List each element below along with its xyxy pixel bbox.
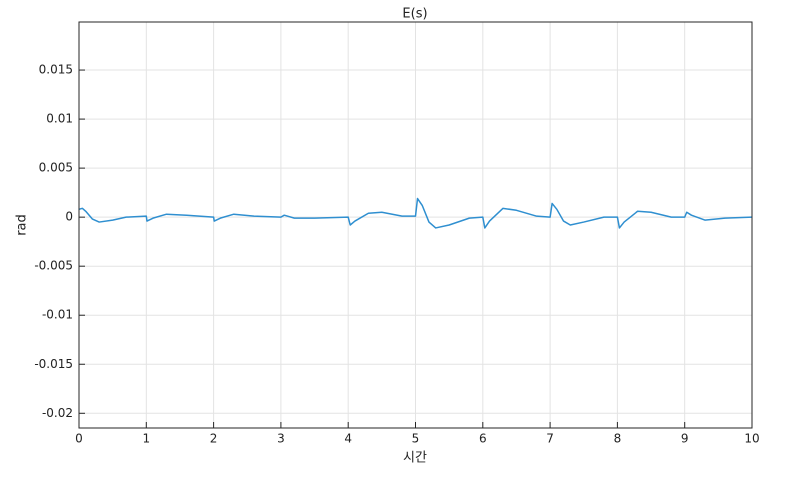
x-tick-label: 1: [142, 432, 150, 446]
y-axis-label: rad: [15, 214, 30, 236]
y-tick-label: -0.02: [42, 406, 73, 420]
x-tick-label: 4: [344, 432, 352, 446]
x-tick-label: 10: [744, 432, 759, 446]
y-tick-label: 0.01: [46, 112, 73, 126]
x-tick-label: 6: [479, 432, 487, 446]
y-tick-label: 0.015: [39, 63, 73, 77]
x-tick-label: 8: [614, 432, 622, 446]
chart-title: E(s): [402, 7, 427, 22]
y-tick-label: -0.01: [42, 308, 73, 322]
x-tick-label: 0: [75, 432, 83, 446]
x-tick-label: 2: [210, 432, 218, 446]
x-tick-label: 5: [412, 432, 420, 446]
y-tick-label: -0.005: [34, 259, 73, 273]
x-tick-label: 9: [681, 432, 689, 446]
x-tick-label: 7: [546, 432, 554, 446]
y-tick-label: 0.005: [39, 161, 73, 175]
y-tick-label: 0: [65, 210, 73, 224]
x-axis-label: 시간: [403, 451, 427, 466]
data-line: [78, 197, 753, 229]
y-tick-label: -0.015: [34, 357, 73, 371]
x-tick-label: 3: [277, 432, 285, 446]
